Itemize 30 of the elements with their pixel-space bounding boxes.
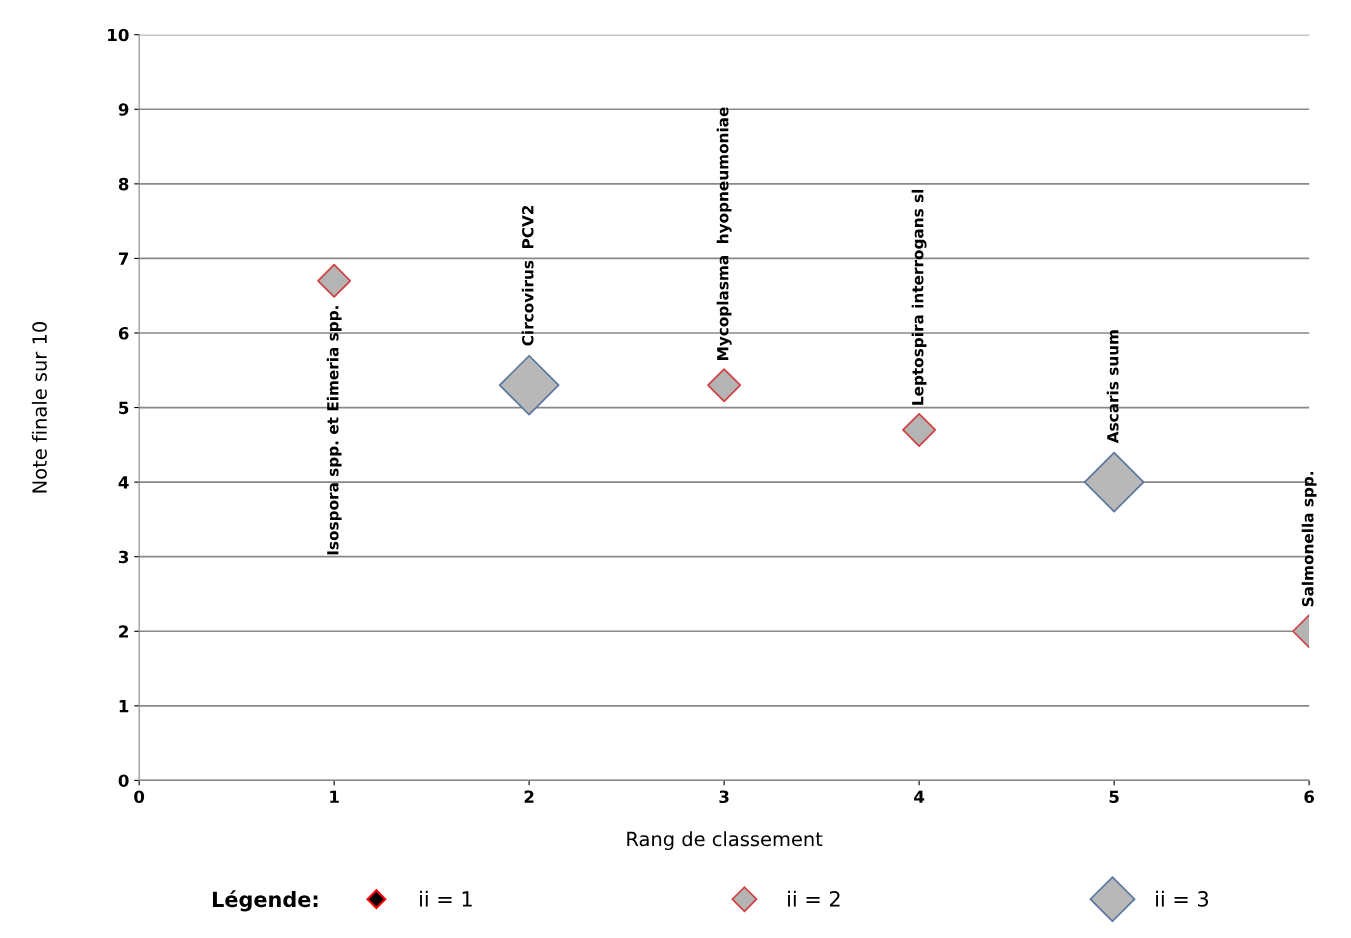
data-label: Isospora spp. et Eimeria spp. [326, 306, 342, 555]
y-tick-label: 3 [118, 550, 129, 564]
y-tick-label: 8 [118, 177, 129, 191]
data-label: Leptospira interrogans sl [911, 189, 927, 405]
x-tick-label: 6 [1304, 790, 1315, 804]
y-tick-label: 4 [118, 476, 129, 489]
y-tick-label: 0 [118, 774, 129, 787]
legend-label: ii = 3 [1156, 890, 1209, 907]
data-label: Circovirus PCV2 [521, 205, 534, 346]
y-tick-label: 2 [119, 625, 128, 638]
legend-title: Légende: [212, 890, 318, 912]
legend-label: ii = 2 [788, 890, 840, 907]
x-tick-label: 5 [1109, 790, 1119, 804]
y-tick-label: 7 [118, 252, 129, 265]
x-tick-label: 0 [134, 790, 145, 804]
y-tick-label: 9 [118, 103, 129, 116]
x-tick-label: 3 [719, 790, 729, 804]
y-tick-label: 6 [118, 326, 129, 340]
data-label: Mycoplasma hyopneumoniae [716, 107, 732, 360]
y-axis-title: Note finale sur 10 [31, 322, 47, 493]
x-tick-label: 4 [914, 790, 925, 803]
x-tick-label: 2 [524, 790, 534, 803]
x-tick-label: 1 [330, 790, 339, 803]
y-tick-label: 1 [119, 700, 129, 713]
y-tick-label: 10 [108, 28, 129, 42]
y-tick-label: 5 [119, 401, 129, 415]
data-label: Ascaris suum [1106, 330, 1119, 444]
data-label: Salmonella spp. [1301, 471, 1317, 607]
text: ii = 1 [420, 890, 472, 907]
x-axis-title: Rang de classement [627, 831, 823, 851]
